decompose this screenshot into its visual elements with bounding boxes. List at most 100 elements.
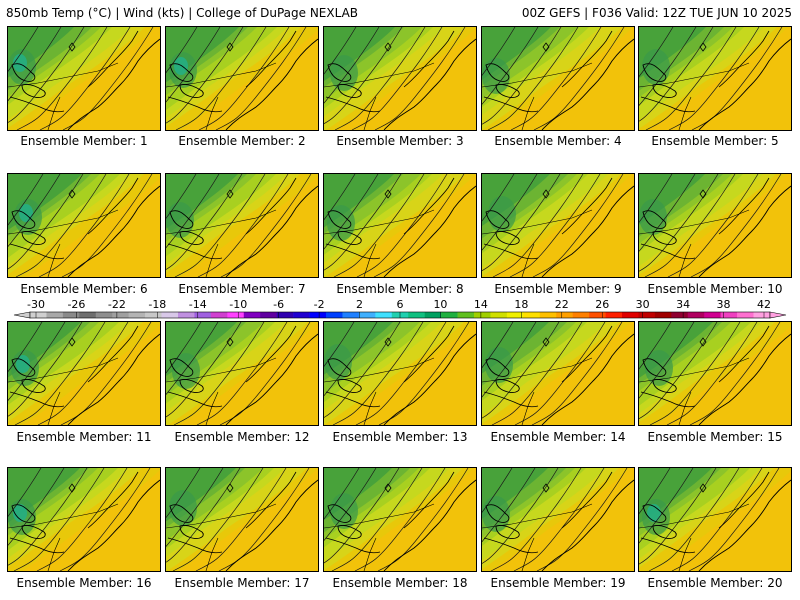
ensemble-map <box>324 468 476 571</box>
ensemble-map-panel <box>481 321 635 426</box>
ensemble-map <box>8 27 160 130</box>
colorbar-tick-label: -2 <box>314 298 325 311</box>
colorbar-swatch <box>178 312 195 318</box>
colorbar-swatch <box>506 312 524 318</box>
colorbar-swatch <box>326 312 343 318</box>
colorbar-tick-label: -10 <box>229 298 247 311</box>
ensemble-map-panel <box>323 321 477 426</box>
colorbar-swatch <box>210 312 228 318</box>
ensemble-map <box>324 174 476 277</box>
colorbar-tick-label: -22 <box>108 298 126 311</box>
ensemble-map <box>324 322 476 425</box>
colorbar-swatch <box>46 312 64 318</box>
ensemble-map <box>166 27 318 130</box>
colorbar-swatch <box>704 312 721 318</box>
colorbar-swatch <box>161 312 179 318</box>
colorbar-tick-label: 38 <box>717 298 731 311</box>
colorbar-tick-label: -26 <box>67 298 85 311</box>
ensemble-map <box>639 322 791 425</box>
colorbar-tick-label: 6 <box>397 298 404 311</box>
ensemble-map <box>482 322 634 425</box>
chart-title: 850mb Temp (°C) | Wind (kts) | College o… <box>6 6 359 20</box>
ensemble-map-panel <box>638 321 792 426</box>
colorbar-swatch <box>589 312 606 318</box>
colorbar-swatch <box>342 312 360 318</box>
colorbar-swatch <box>457 312 475 318</box>
ensemble-map-panel <box>7 173 161 278</box>
colorbar-swatch <box>309 312 327 318</box>
ensemble-map-panel <box>323 467 477 572</box>
ensemble-map-panel <box>638 173 792 278</box>
colorbar-tick-label: -14 <box>189 298 207 311</box>
colorbar-swatch <box>145 312 162 318</box>
ensemble-map-panel <box>481 173 635 278</box>
ensemble-map-panel <box>481 26 635 131</box>
ensemble-map-panel <box>7 467 161 572</box>
colorbar-tick-label: 30 <box>636 298 650 311</box>
ensemble-member-label: Ensemble Member: 8 <box>336 282 464 296</box>
colorbar-swatch <box>556 312 573 318</box>
colorbar-tick-label: 2 <box>356 298 363 311</box>
colorbar-tick-label: 26 <box>595 298 609 311</box>
colorbar-tick-label: -30 <box>27 298 45 311</box>
ensemble-map <box>166 174 318 277</box>
ensemble-map <box>166 322 318 425</box>
ensemble-map <box>8 468 160 571</box>
ensemble-member-label: Ensemble Member: 3 <box>336 134 464 148</box>
ensemble-member-label: Ensemble Member: 13 <box>332 430 468 444</box>
ensemble-map-panel <box>7 26 161 131</box>
ensemble-map-panel <box>165 26 319 131</box>
ensemble-map-panel <box>638 26 792 131</box>
ensemble-map-panel <box>323 173 477 278</box>
ensemble-map <box>639 27 791 130</box>
colorbar-tick-label: 22 <box>555 298 569 311</box>
colorbar-swatch <box>474 312 491 318</box>
colorbar-arrow-right <box>769 311 787 319</box>
colorbar-swatch <box>737 312 754 318</box>
ensemble-member-label: Ensemble Member: 7 <box>178 282 306 296</box>
colorbar-swatch <box>654 312 672 318</box>
ensemble-map <box>324 27 476 130</box>
ensemble-member-label: Ensemble Member: 2 <box>178 134 306 148</box>
colorbar-swatch <box>539 312 557 318</box>
ensemble-map-panel <box>165 173 319 278</box>
ensemble-member-label: Ensemble Member: 12 <box>174 430 310 444</box>
colorbar-swatch <box>720 312 738 318</box>
colorbar-swatch <box>128 312 146 318</box>
ensemble-member-label: Ensemble Member: 4 <box>494 134 622 148</box>
colorbar-swatch <box>638 312 656 318</box>
colorbar-swatch <box>605 312 623 318</box>
colorbar-swatch <box>227 312 245 318</box>
colorbar-swatch <box>30 312 47 318</box>
ensemble-map-panel <box>481 467 635 572</box>
colorbar-swatch <box>408 312 425 318</box>
ensemble-member-label: Ensemble Member: 6 <box>20 282 148 296</box>
model-run-info: 00Z GEFS | F036 Valid: 12Z TUE JUN 10 20… <box>521 6 792 20</box>
colorbar-swatch <box>441 312 458 318</box>
temperature-colorbar: -30 -26 -22 -18 -14 -10 -6 -2 2 6 10 14 18 22 26 30 34 38… <box>13 298 787 319</box>
ensemble-member-label: Ensemble Member: 11 <box>16 430 152 444</box>
colorbar-swatch <box>276 312 294 318</box>
colorbar-swatch <box>622 312 639 318</box>
colorbar-tick-label: 10 <box>433 298 447 311</box>
colorbar-swatch <box>671 312 689 318</box>
colorbar-arrow-left <box>13 311 31 319</box>
colorbar-swatch <box>424 312 442 318</box>
colorbar-swatch <box>79 312 97 318</box>
ensemble-map-panel <box>165 467 319 572</box>
colorbar-swatch <box>260 312 277 318</box>
ensemble-map <box>482 174 634 277</box>
ensemble-member-label: Ensemble Member: 19 <box>490 576 626 590</box>
ensemble-map-panel <box>165 321 319 426</box>
colorbar-swatch <box>194 312 212 318</box>
colorbar-swatch <box>243 312 261 318</box>
ensemble-map <box>8 174 160 277</box>
colorbar-swatch <box>95 312 113 318</box>
ensemble-map <box>639 468 791 571</box>
ensemble-map-panel <box>638 467 792 572</box>
ensemble-map <box>166 468 318 571</box>
colorbar-tick-label: 42 <box>757 298 771 311</box>
colorbar-swatch <box>753 312 771 318</box>
ensemble-member-label: Ensemble Member: 14 <box>490 430 626 444</box>
ensemble-map <box>8 322 160 425</box>
